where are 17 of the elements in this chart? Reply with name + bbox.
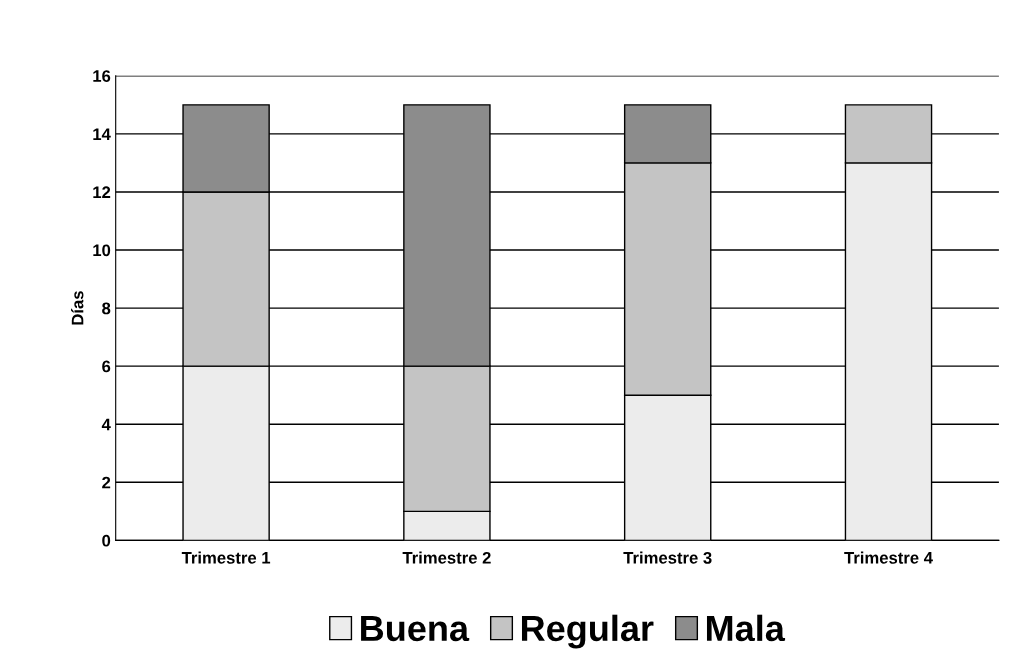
y-tick-label: 14 bbox=[93, 128, 111, 140]
y-tick-label: 8 bbox=[102, 302, 111, 315]
x-tick-label: Trimestre 1 bbox=[181, 551, 271, 564]
y-tick-label: 12 bbox=[93, 186, 111, 198]
x-tick-label: Trimestre 4 bbox=[844, 551, 933, 564]
legend-label: Regular bbox=[521, 614, 654, 649]
y-tick-label: 16 bbox=[93, 70, 111, 82]
y-tick-label: 2 bbox=[102, 476, 111, 489]
legend-label: Buena bbox=[361, 616, 470, 642]
x-tick-label: Trimestre 2 bbox=[402, 551, 491, 564]
y-tick-label: 4 bbox=[101, 418, 111, 431]
y-axis-title: Días bbox=[71, 291, 84, 325]
y-tick-label: 10 bbox=[93, 244, 111, 257]
x-tick-label: Trimestre 3 bbox=[623, 551, 712, 564]
legend-label: Mala bbox=[706, 614, 786, 642]
y-tick-label: 0 bbox=[102, 534, 111, 547]
y-tick-label: 6 bbox=[102, 360, 111, 373]
